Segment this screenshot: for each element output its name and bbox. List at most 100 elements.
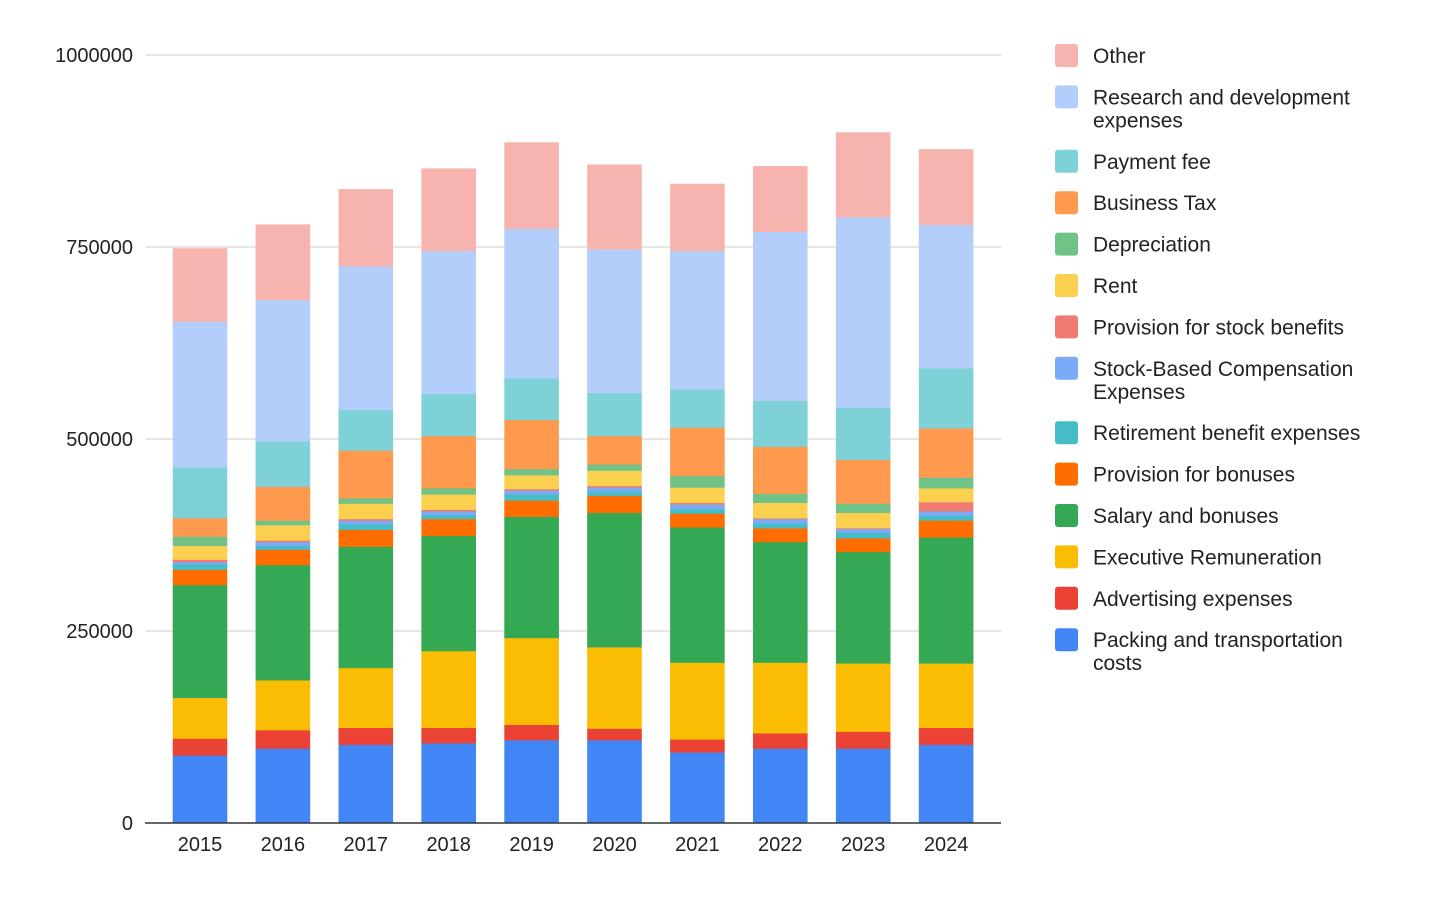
bar-segment [670,250,725,390]
bar-segment [504,474,559,490]
bar-stack-2019 [504,142,559,824]
bar-segment [670,475,725,488]
bar-segment [172,517,228,537]
bar-segment [172,569,228,586]
bar-segment [835,551,891,664]
bar-segment [835,407,891,461]
legend-item: Payment fee [1055,149,1211,174]
bar-segment [587,512,642,648]
bar-segment [835,459,891,504]
bar-segment [670,427,725,477]
legend-item: Salary and bonuses [1055,504,1279,528]
legend-swatch [1055,274,1078,297]
legend-item: Packing and transportation costs [1055,628,1343,675]
bar-segment [421,435,477,489]
bar-segment [670,662,725,740]
bar-segment [255,549,311,566]
bar-segment [670,527,725,663]
legend-label: Advertising expenses [1093,588,1293,611]
bar-stack-2023 [835,132,891,824]
bar-segment [255,224,311,301]
legend-label: Retirement benefit expenses [1093,422,1360,445]
bar-segment [752,231,808,401]
bar-segment [587,464,642,471]
bar-segment [918,727,974,745]
legend-label: Research and development expenses [1093,86,1350,132]
bar-segment [504,142,559,229]
legend-item: Provision for bonuses [1055,462,1295,487]
y-tick-label: 250000 [66,621,133,643]
bar-segment [172,467,228,519]
x-axis-tick-labels: 2015 2016 2017 2018 2019 2020 2021 2022 2023 2024 [178,834,969,856]
bar-segment [338,520,394,525]
bar-segment [338,523,394,530]
bar-segment [421,250,477,394]
bar-segment [338,409,394,451]
legend-item: Provision for stock benefits [1055,315,1344,339]
bar-segment [587,249,642,394]
bar-segment [918,149,974,226]
bar-segment [918,537,974,664]
bar-segment [918,744,974,824]
bar-segment [504,490,559,495]
bar-segment [172,561,228,565]
legend-swatch [1055,149,1078,173]
legend-item: Other [1055,44,1146,68]
y-axis-tick-labels: 0 250000 500000 750000 1000000 [55,45,133,835]
bar-segment [255,541,311,547]
bar-segment [918,515,974,521]
bar-segment [918,520,974,538]
bar-segment [918,224,974,369]
x-tick-label: 2020 [592,834,637,856]
bar-segment [587,646,642,729]
bar-segment [918,510,974,517]
legend: Other Research and development expenses Pay… [1055,44,1360,675]
bar-segment [752,502,808,519]
bar-segment [338,503,394,520]
bar-segment [835,512,891,529]
legend-item: Executive Remuneration [1055,545,1322,569]
x-tick-label: 2016 [261,834,306,856]
legend-label: Packing and transportation costs [1093,629,1343,675]
legend-label: Other [1093,45,1146,68]
legend-swatch [1055,462,1078,486]
bar-segment [835,731,891,749]
bar-segment [255,441,311,487]
bar-segment [752,541,808,663]
bar-segment [670,503,725,510]
bar-segment [587,392,642,437]
bar-stack-2017 [338,189,394,824]
bar-segment [752,166,808,232]
bar-segment [421,650,477,729]
legend-label: Provision for bonuses [1093,464,1295,487]
bar-segment [670,183,725,252]
legend-swatch [1055,545,1078,569]
bar-stack-2024 [918,149,974,824]
legend-swatch [1055,586,1078,610]
x-tick-label: 2019 [509,834,554,856]
bar-segment [918,368,974,429]
bar-segment [835,132,891,218]
bar-segment [421,742,477,824]
legend-item: Depreciation [1055,232,1211,257]
x-tick-label: 2023 [841,834,886,856]
x-tick-label: 2017 [344,834,389,856]
bar-segment [587,435,642,465]
bar-stack-2016 [255,224,311,824]
bar-segment [752,518,808,524]
legend-label: Payment fee [1093,151,1211,174]
bar-segment [338,744,394,824]
bar-segment [172,563,228,570]
bar-segment [587,164,642,250]
bar-segment [338,497,394,504]
bar-stack-2020 [587,164,642,824]
bar-segment [504,378,559,421]
bar-segment [338,529,394,547]
bar-segment [752,732,808,749]
bar-segment [338,667,394,729]
bar-segment [835,532,891,539]
x-tick-label: 2015 [178,834,223,856]
bar-segment [918,662,974,729]
bar-segment [338,546,394,669]
bar-segment [752,523,808,529]
